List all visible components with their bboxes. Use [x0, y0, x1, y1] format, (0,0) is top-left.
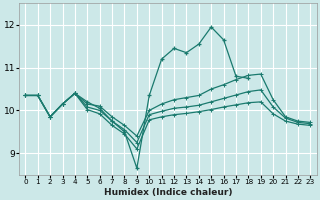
- X-axis label: Humidex (Indice chaleur): Humidex (Indice chaleur): [104, 188, 232, 197]
